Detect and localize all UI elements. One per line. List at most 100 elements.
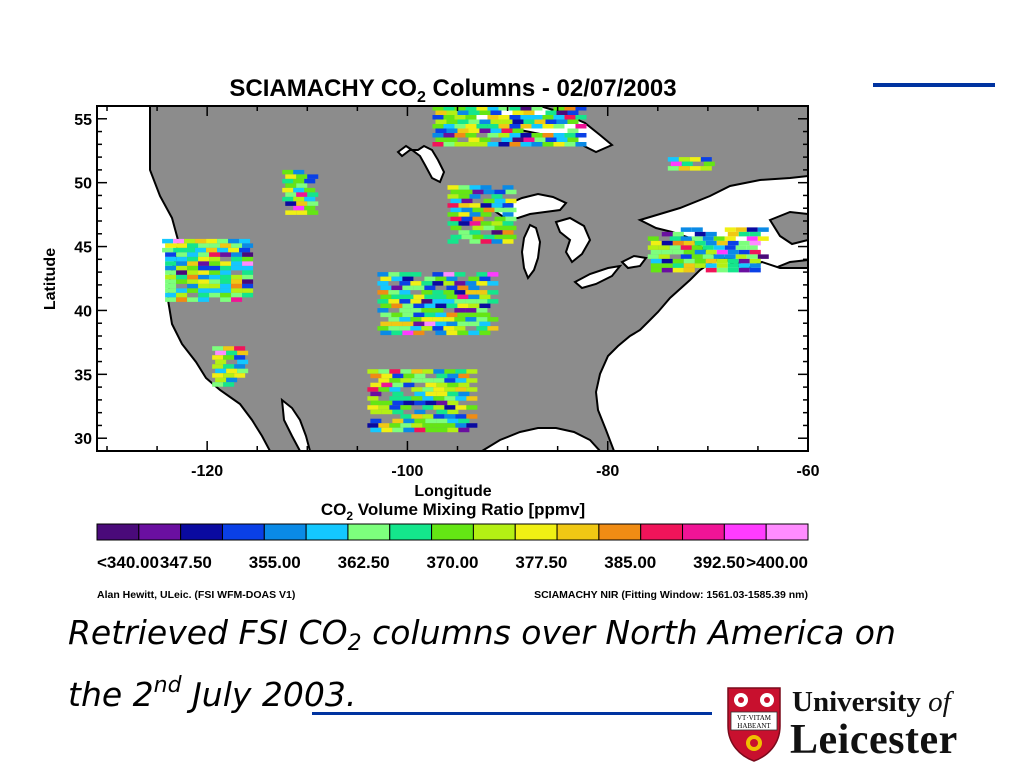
co2-cell [575,106,587,111]
co2-cell [388,326,400,331]
co2-cell [472,207,484,213]
co2-cell [432,142,444,147]
co2-cell [187,274,199,280]
co2-cell [501,119,513,124]
co2-cell [242,274,254,280]
co2-cell [425,391,437,397]
co2-cell [447,409,459,415]
co2-cell [716,258,728,264]
co2-cell [479,119,491,124]
co2-cell [480,212,492,217]
co2-cell [476,326,488,331]
co2-cell [735,227,747,232]
colorbar-swatch [598,523,642,541]
co2-cell [410,281,422,286]
co2-cell [165,252,177,257]
x-axis: -120 -100 -80 -60 [106,106,820,480]
co2-cell [735,254,747,259]
co2-cell [282,196,294,202]
co2-cell [381,409,393,415]
co2-cell [403,373,415,379]
co2-cell [242,243,254,248]
co2-cell [220,265,232,271]
co2-cell [531,133,543,138]
colorbar-tick-label: 362.50 [338,553,390,572]
co2-cell [226,377,238,383]
co2-cell [242,283,254,289]
co2-cell [402,276,414,282]
co2-cell [165,270,177,275]
co2-cell [461,189,473,195]
colorbar-tick-label: <340.00 [97,553,159,572]
co2-cell [435,303,447,309]
co2-cell [669,236,681,241]
co2-cell [705,263,717,268]
co2-cell [650,240,662,246]
co2-cell [282,178,294,184]
co2-cell [491,221,503,226]
co2-cell [458,221,470,226]
co2-cell [502,212,514,217]
co2-cell [399,281,411,286]
co2-cell [553,106,565,111]
co2-cell [176,243,188,248]
co2-cell [705,249,717,255]
co2-cell [727,231,739,237]
co2-cell [435,128,447,133]
co2-cell [209,243,221,248]
co2-cell [215,368,227,374]
co2-cell [217,238,229,244]
co2-cell [647,236,659,241]
co2-cell [479,110,491,115]
co2-cell [388,272,400,277]
co2-cell [746,227,758,232]
co2-cell [234,364,246,369]
co2-cell [237,368,249,374]
co2-cell [388,299,400,304]
co2-cell [234,346,246,351]
co2-cell [694,240,706,246]
co2-cell [505,225,517,231]
co2-cell [476,124,488,129]
co2-cell [542,115,554,120]
co2-cell [443,290,455,295]
co2-cell [187,256,199,262]
co2-cell [432,290,444,295]
co2-cell [468,303,480,309]
co2-cell [498,124,510,129]
co2-cell [494,207,506,213]
co2-cell [165,283,177,289]
co2-cell [520,142,532,147]
co2-cell [421,281,433,286]
co2-cell [691,254,703,259]
co2-cell [381,400,393,406]
colorbar-swatch [305,523,349,541]
co2-cell [433,378,445,383]
co2-cell [198,243,210,248]
co2-cell [749,249,761,255]
co2-cell [425,427,437,433]
co2-cell [509,106,521,111]
co2-cell [421,299,433,304]
colorbar-tick-label: >400.00 [746,553,808,572]
co2-cell [367,396,379,401]
x-tick-label: -100 [391,463,423,480]
co2-cell [187,261,199,266]
co2-cell [443,326,455,331]
co2-cell [392,409,404,415]
co2-cell [749,263,761,268]
co2-cell [458,382,470,388]
co2-cell [176,279,188,284]
co2-cell [468,119,480,124]
co2-cell [377,308,389,313]
co2-cell [391,276,403,282]
co2-cell [650,258,662,264]
co2-cell [716,263,728,268]
co2-cell [476,308,488,313]
co2-cell [377,281,389,286]
co2-cell [231,261,243,266]
co2-cell [678,166,690,171]
co2-cell [391,294,403,300]
co2-cell [545,119,557,124]
co2-cell [413,312,425,318]
